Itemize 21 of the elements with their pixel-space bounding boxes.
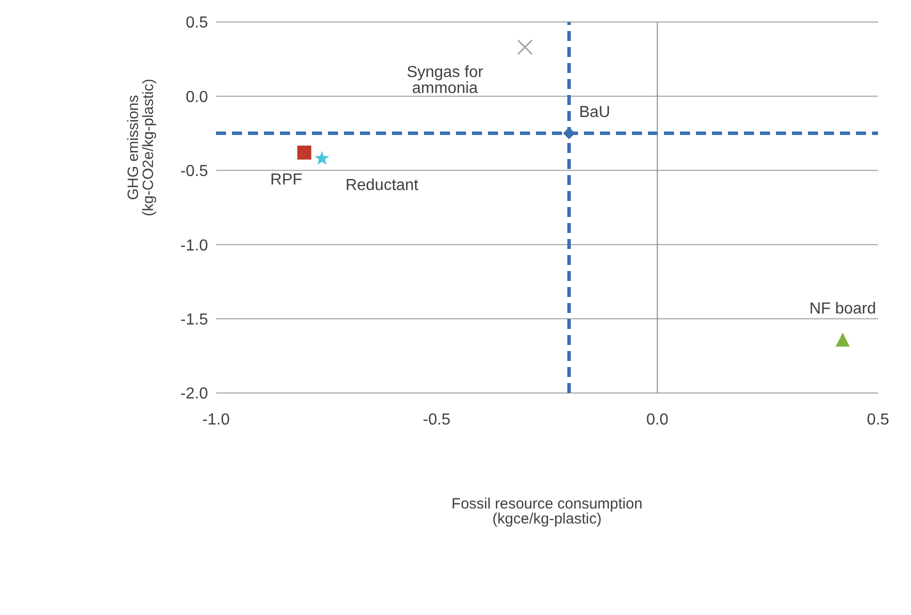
y-tick-label: -1.5 bbox=[180, 311, 208, 328]
x-tick-label: -0.5 bbox=[422, 411, 451, 428]
y-tick-label: 0.5 bbox=[186, 14, 208, 32]
point bbox=[297, 146, 312, 160]
x-tick-label: 0.0 bbox=[646, 411, 669, 428]
series-label: RPF bbox=[270, 171, 302, 188]
series-label: BaU bbox=[579, 104, 610, 121]
y-tick-label: -1.0 bbox=[180, 237, 208, 254]
text: Syngas for ammonia bbox=[406, 64, 484, 97]
x-tick-label: -1.0 bbox=[202, 411, 230, 428]
y-axis-title: GHG emissions (kg-CO2e/kg-plastic) bbox=[124, 78, 157, 216]
x-axis-title: Fossil resource consumption (kgce/kg-plastic) bbox=[452, 496, 642, 528]
y-tick-label: -0.5 bbox=[180, 163, 208, 180]
y-tick-label: -2.0 bbox=[180, 386, 208, 403]
x-tick-label: 0.5 bbox=[866, 411, 890, 428]
y-tick-label: 0.0 bbox=[186, 88, 208, 106]
point bbox=[517, 39, 533, 56]
point bbox=[836, 332, 850, 347]
point bbox=[314, 150, 330, 165]
series-label: NF board bbox=[809, 300, 876, 318]
series-label: Reductant bbox=[345, 177, 419, 194]
